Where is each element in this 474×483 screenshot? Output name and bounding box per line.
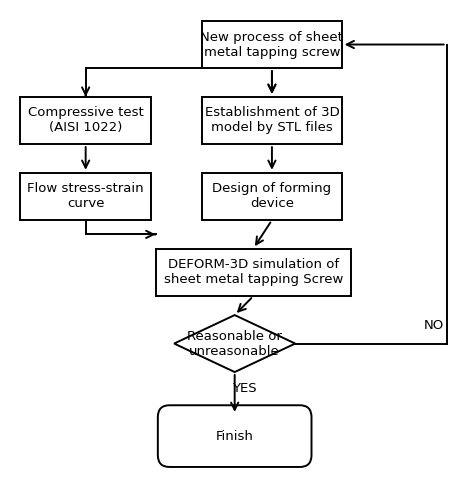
FancyBboxPatch shape xyxy=(155,249,351,296)
Text: Reasonable or
unreasonable: Reasonable or unreasonable xyxy=(187,329,282,357)
FancyBboxPatch shape xyxy=(202,97,342,144)
Text: New process of sheet
metal tapping screw: New process of sheet metal tapping screw xyxy=(201,30,343,58)
Text: Design of forming
device: Design of forming device xyxy=(212,183,331,211)
FancyBboxPatch shape xyxy=(158,405,311,467)
Polygon shape xyxy=(174,315,295,372)
Text: Establishment of 3D
model by STL files: Establishment of 3D model by STL files xyxy=(205,106,339,134)
Text: YES: YES xyxy=(232,382,256,395)
FancyBboxPatch shape xyxy=(20,97,151,144)
FancyBboxPatch shape xyxy=(20,173,151,220)
Text: Compressive test
(AISI 1022): Compressive test (AISI 1022) xyxy=(28,106,144,134)
Text: DEFORM-3D simulation of
sheet metal tapping Screw: DEFORM-3D simulation of sheet metal tapp… xyxy=(164,258,343,286)
FancyBboxPatch shape xyxy=(202,21,342,68)
FancyBboxPatch shape xyxy=(202,173,342,220)
Text: NO: NO xyxy=(424,319,444,332)
Text: Flow stress-strain
curve: Flow stress-strain curve xyxy=(27,183,144,211)
Text: Finish: Finish xyxy=(216,429,254,442)
